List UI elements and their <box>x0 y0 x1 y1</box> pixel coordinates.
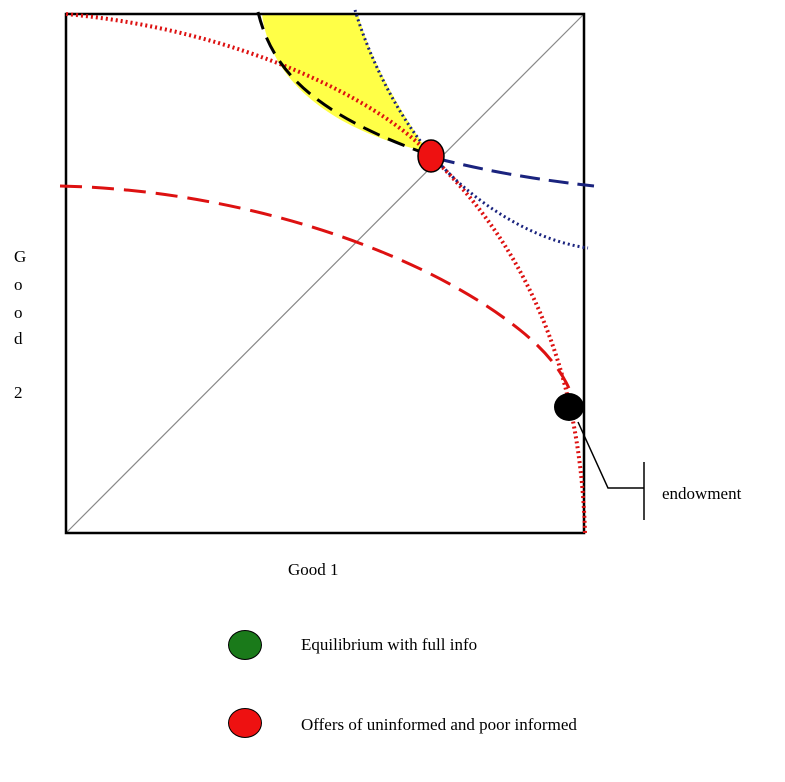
offer-point-red <box>417 139 445 173</box>
endowment-point <box>554 393 584 421</box>
diagonal-line <box>65 13 585 534</box>
box-frame <box>64 12 586 535</box>
x-axis-label: Good 1 <box>288 560 339 579</box>
red-dashed-offer-curve <box>59 184 578 411</box>
red-dotted-offer-curve <box>65 12 587 534</box>
y-axis-label-char-4: d <box>14 329 23 348</box>
endowment-pointer-line <box>577 421 644 489</box>
legend-item-full-info: Equilibrium with full info <box>228 628 748 662</box>
red-dot-icon <box>228 708 262 738</box>
y-axis-label-char-1: G <box>14 247 27 266</box>
black-dashed-indifference-curve <box>256 11 431 157</box>
legend-label-full-info: Equilibrium with full info <box>301 635 478 654</box>
y-axis-label-char-2: o <box>14 275 23 294</box>
endowment-label: endowment <box>662 484 742 503</box>
green-dot-icon <box>228 630 262 660</box>
mutual-gain-region <box>262 14 428 152</box>
legend-item-offers: Offers of uninformed and poor informed <box>228 706 748 766</box>
blue-dashed-indifference-curve <box>434 156 595 188</box>
legend-label-offers: Offers of uninformed and poor informed <box>301 715 577 734</box>
y-axis-label-char-5: 2 <box>14 383 23 402</box>
y-axis-label-char-3: o <box>14 303 23 322</box>
